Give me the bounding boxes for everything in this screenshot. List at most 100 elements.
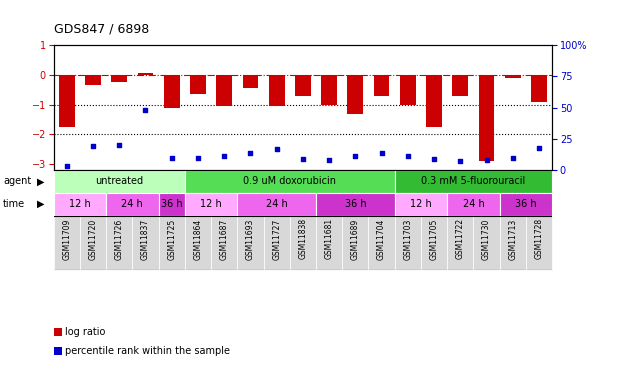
Bar (106, 193, 158, 216)
Bar (321, 75, 337, 105)
Text: 0.3 mM 5-fluorouracil: 0.3 mM 5-fluorouracil (422, 177, 526, 186)
Text: GSM11728: GSM11728 (534, 218, 543, 259)
Point (193, 154, 203, 160)
Text: GSM11725: GSM11725 (167, 218, 176, 259)
Bar (395, 170, 552, 193)
Bar (237, 216, 264, 270)
Point (62, 164, 72, 170)
Bar (54, 170, 185, 193)
Bar (374, 75, 389, 96)
Bar (158, 216, 185, 270)
Text: 36 h: 36 h (515, 199, 537, 209)
Bar (290, 216, 316, 270)
Bar (421, 216, 447, 270)
Bar (164, 75, 180, 108)
Text: log ratio: log ratio (65, 327, 105, 337)
Bar (473, 216, 500, 270)
Bar (295, 75, 310, 96)
Bar (395, 193, 447, 216)
Bar (269, 75, 285, 106)
Bar (133, 216, 158, 270)
Bar (185, 193, 237, 216)
Point (114, 142, 124, 148)
Bar (531, 75, 547, 102)
Point (324, 157, 334, 163)
Bar (54, 216, 80, 270)
Bar (447, 216, 473, 270)
Point (534, 145, 544, 151)
Text: ▶: ▶ (37, 199, 44, 209)
Text: GSM11687: GSM11687 (220, 218, 228, 259)
Bar (111, 75, 127, 82)
Bar (80, 216, 106, 270)
Text: 36 h: 36 h (161, 199, 182, 209)
Point (403, 153, 413, 159)
Point (377, 150, 387, 156)
Bar (447, 193, 500, 216)
Point (455, 158, 465, 164)
Bar (342, 216, 369, 270)
Bar (400, 75, 416, 105)
Bar (316, 193, 395, 216)
Bar (185, 170, 395, 193)
Text: untreated: untreated (95, 177, 143, 186)
Text: ▶: ▶ (37, 177, 44, 186)
Bar (190, 75, 206, 94)
Text: agent: agent (3, 177, 32, 186)
Bar (395, 216, 421, 270)
Bar (185, 216, 211, 270)
Bar (138, 73, 153, 75)
Text: GSM11730: GSM11730 (482, 218, 491, 260)
Bar (158, 193, 185, 216)
Text: 24 h: 24 h (122, 199, 143, 209)
Bar (369, 216, 395, 270)
Point (141, 107, 151, 113)
Bar (505, 75, 521, 78)
Point (508, 154, 518, 160)
Text: GSM11703: GSM11703 (403, 218, 412, 260)
Text: 24 h: 24 h (463, 199, 484, 209)
Point (88, 143, 98, 149)
Text: GSM11726: GSM11726 (115, 218, 124, 259)
Bar (500, 216, 526, 270)
Text: 36 h: 36 h (345, 199, 366, 209)
Bar (526, 216, 552, 270)
Text: 0.9 uM doxorubicin: 0.9 uM doxorubicin (244, 177, 336, 186)
Bar (426, 75, 442, 127)
Bar (452, 75, 468, 96)
Text: GDS847 / 6898: GDS847 / 6898 (54, 22, 149, 36)
Bar (237, 193, 316, 216)
Bar (59, 75, 74, 127)
Point (245, 150, 256, 156)
Text: GSM11864: GSM11864 (194, 218, 203, 259)
Text: GSM11689: GSM11689 (351, 218, 360, 259)
Text: GSM11709: GSM11709 (62, 218, 71, 260)
Bar (348, 75, 363, 114)
Text: GSM11838: GSM11838 (298, 218, 307, 259)
Point (350, 153, 360, 159)
Text: GSM11704: GSM11704 (377, 218, 386, 260)
Text: 24 h: 24 h (266, 199, 288, 209)
Point (271, 146, 281, 152)
Text: GSM11681: GSM11681 (324, 218, 334, 259)
Bar (106, 216, 133, 270)
Bar (316, 216, 342, 270)
Bar (85, 75, 101, 85)
Bar (216, 75, 232, 106)
Bar (264, 216, 290, 270)
Text: 12 h: 12 h (69, 199, 91, 209)
Point (429, 156, 439, 162)
Point (481, 157, 492, 163)
Bar (54, 193, 106, 216)
Text: GSM11722: GSM11722 (456, 218, 465, 259)
Bar (211, 216, 237, 270)
Point (219, 153, 229, 159)
Point (298, 156, 308, 162)
Text: GSM11727: GSM11727 (272, 218, 281, 259)
Text: GSM11837: GSM11837 (141, 218, 150, 259)
Text: GSM11720: GSM11720 (88, 218, 97, 259)
Point (167, 154, 177, 160)
Text: time: time (3, 199, 25, 209)
Text: GSM11693: GSM11693 (246, 218, 255, 260)
Text: 12 h: 12 h (410, 199, 432, 209)
